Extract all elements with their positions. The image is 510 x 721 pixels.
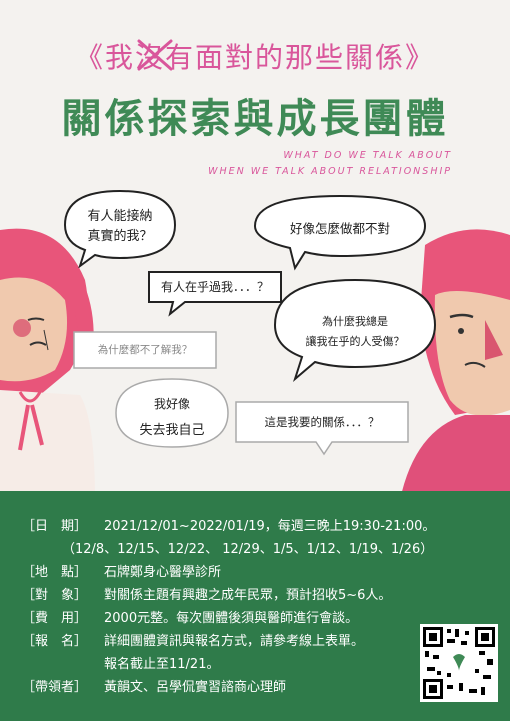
place-label: ［地 點］: [22, 561, 104, 580]
target-value: 對關係主題有興趣之成年民眾，預計招收5~6人。: [104, 588, 391, 603]
main-title: 關係探索與成長團體: [0, 86, 510, 144]
date-sub-row: （12/8、12/15、12/22、 12/29、1/5、1/12、1/19、1…: [62, 538, 433, 557]
cross-out-icon: [133, 33, 177, 77]
fee-row: ［費 用］ 2000元整。每次團體後須與醫師進行會談。: [22, 607, 358, 626]
bubble-text-5b: 讓我在乎的人受傷？: [270, 333, 440, 349]
speech-bubble-wanted-relationship: 這是我要的關係．．．？: [232, 398, 412, 452]
bubble-text-1a: 有人能接納: [60, 205, 180, 224]
bubble-text-6b: 失去我自己: [112, 419, 232, 438]
place-value: 石牌鄭身心醫學診所: [104, 565, 221, 580]
signup-sub-row: 報名截止至11/21。: [104, 653, 219, 672]
qr-code-icon: [423, 627, 495, 699]
title-line1: 《我沒有面對的那些關係》: [0, 36, 510, 76]
bubble-outline-icon: [270, 275, 440, 385]
leader-value: 黃韻文、呂學侃實習諮商心理師: [104, 680, 286, 695]
target-label: ［對 象］: [22, 584, 104, 603]
speech-bubble-lost-self: 我好像 失去我自己: [112, 375, 232, 453]
bubble-text-3: 有人在乎過我．．．？: [145, 278, 285, 295]
fee-value: 2000元整。每次團體後須與醫師進行會談。: [104, 611, 358, 626]
leader-row: ［帶領者］ 黃韻文、呂學侃實習諮商心理師: [22, 676, 286, 695]
bubble-text-5a: 為什麼我總是: [270, 313, 440, 329]
place-row: ［地 點］ 石牌鄭身心醫學診所: [22, 561, 221, 580]
fee-label: ［費 用］: [22, 607, 104, 626]
bubble-text-4: 為什麼都不了解我？: [70, 342, 220, 357]
signup-row: ［報 名］ 詳細團體資訊與報名方式，請參考線上表單。: [22, 630, 364, 649]
date-value: 2021/12/01~2022/01/19，每週三晚上19:30-21:00。: [104, 519, 435, 534]
target-row: ［對 象］ 對關係主題有興趣之成年民眾，預計招收5~6人。: [22, 584, 391, 603]
qr-code[interactable]: [420, 624, 498, 702]
leader-label: ［帶領者］: [22, 676, 104, 695]
signup-value: 詳細團體資訊與報名方式，請參考線上表單。: [104, 634, 364, 649]
speech-bubble-accepted: 有人能接納 真實的我？: [60, 188, 180, 258]
date-row: ［日 期］ 2021/12/01~2022/01/19，每週三晚上19:30-21…: [22, 515, 435, 534]
speech-bubble-nothing-right: 好像怎麼做都不對: [250, 192, 430, 262]
close-bracket: 》: [405, 41, 435, 74]
illustration-scene: 有人能接納 真實的我？ 好像怎麼做都不對 有人在乎過我．．．？ 為什麼都不了解我…: [0, 180, 510, 495]
bubble-outline-icon: [112, 375, 232, 455]
bubble-text-7: 這是我要的關係．．．？: [232, 414, 412, 430]
speech-bubble-not-understood: 為什麼都不了解我？: [70, 328, 220, 372]
subtitle-line1: WHAT DO WE TALK ABOUT: [283, 150, 452, 161]
bubble-text-1b: 真實的我？: [60, 225, 180, 244]
bubble-text-2: 好像怎麼做都不對: [250, 218, 430, 237]
title-word-pre: 我: [105, 41, 135, 74]
speech-bubble-cared: 有人在乎過我．．．？: [145, 268, 285, 314]
info-panel: ［日 期］ 2021/12/01~2022/01/19，每週三晚上19:30-21…: [0, 491, 510, 721]
title-word-post: 有面對的那些關係: [165, 41, 405, 74]
open-bracket: 《: [75, 41, 105, 74]
signup-label: ［報 名］: [22, 630, 104, 649]
bubble-text-6a: 我好像: [112, 395, 232, 412]
subtitle-line2: WHEN WE TALK ABOUT RELATIONSHIP: [208, 166, 452, 177]
date-label: ［日 期］: [22, 515, 104, 534]
speech-bubble-hurt: 為什麼我總是 讓我在乎的人受傷？: [270, 275, 440, 375]
